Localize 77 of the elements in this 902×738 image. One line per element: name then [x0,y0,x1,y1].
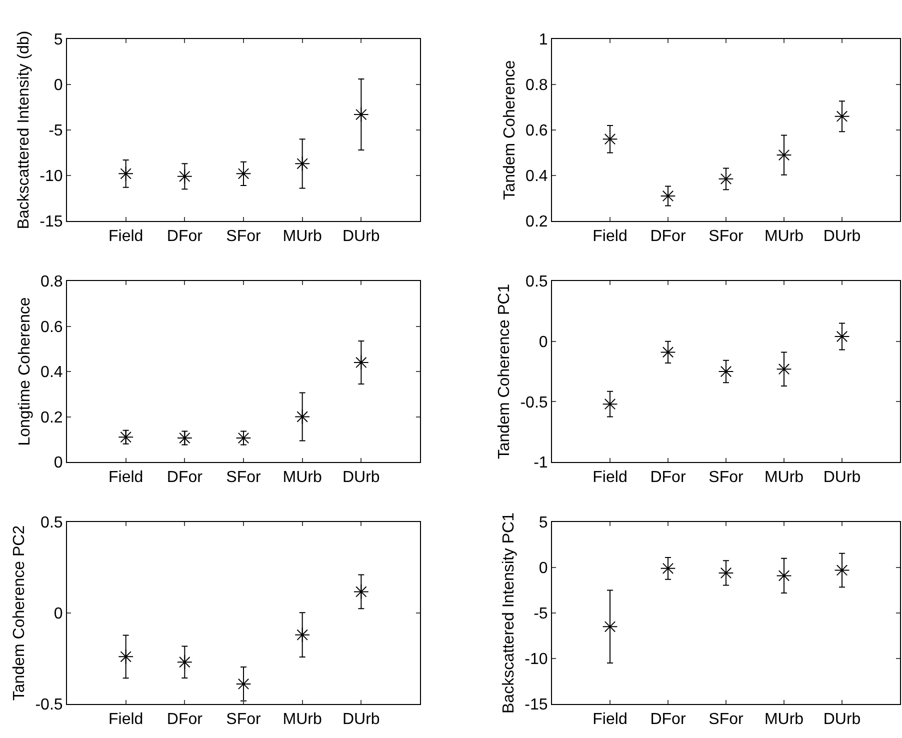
y-tick-label: -15 [524,696,548,714]
point [176,168,192,184]
x-tick-label: Field [108,469,144,486]
point [118,429,134,445]
point [353,354,369,370]
x-tick-label: MUrb [764,228,804,246]
point [118,648,134,664]
x-tick-label: DFor [166,711,204,728]
y-tick-label: 0.4 [40,364,63,382]
y-tick-label: 0 [54,77,63,94]
point [294,409,310,424]
point [294,627,310,643]
x-tick-label: MUrb [282,469,322,486]
y-tick-label: -10 [524,651,548,668]
x-tick-label: SFor [708,711,744,728]
x-tick-label: SFor [226,228,262,246]
y-tick-label: -10 [40,168,63,186]
y-tick-label: 0.6 [526,122,548,140]
y-tick-label: 0 [54,606,63,623]
y-tick-label: -0.5 [35,696,63,714]
x-tick-label: DUrb [823,228,861,246]
x-tick-label: DFor [166,469,204,486]
point [236,430,252,446]
y-tick-label: 1 [538,32,548,49]
point [118,166,134,182]
x-tick-label: SFor [226,469,262,486]
y-axis-title: Tandem Coherence [501,60,518,200]
x-tick-label: SFor [226,711,262,728]
x-tick-label: Field [108,711,144,728]
point [834,562,850,578]
x-tick-label: Field [108,228,144,246]
y-tick-label: -5 [48,122,63,140]
y-tick-label: 5 [538,514,548,532]
x-tick-label: Field [592,711,628,728]
x-tick-label: SFor [708,228,744,246]
y-tick-label: 0.4 [526,168,548,186]
y-tick-label: 0.2 [40,409,63,426]
x-tick-label: MUrb [282,711,322,728]
x-tick-label: MUrb [764,469,804,486]
y-tick-label: 0 [54,454,63,472]
y-tick-label: 0.2 [526,214,548,231]
y-axis-title: Tandem Coherence PC1 [496,284,514,460]
y-axis-title: Backscattered Intensity (db) [16,30,33,230]
x-tick-label: DFor [650,228,686,246]
x-tick-label: DUrb [823,711,861,728]
y-tick-label: -5 [534,606,548,623]
point [176,430,192,446]
point [353,584,369,600]
y-axis-title: Longtime Coherence [16,297,34,446]
x-tick-label: DUrb [342,711,380,728]
x-tick-label: MUrb [764,711,804,728]
x-tick-label: Field [592,228,628,246]
point [176,654,192,670]
y-tick-label: 0 [538,560,548,578]
x-tick-label: DUrb [342,228,380,246]
x-tick-label: DUrb [342,469,380,486]
point [294,156,310,172]
x-tick-label: SFor [708,469,744,486]
y-tick-label: 0 [538,334,548,351]
y-axis-title: Tandem Coherence PC2 [11,525,28,701]
x-tick-label: DUrb [823,469,861,486]
x-tick-label: MUrb [282,228,322,246]
x-tick-label: Field [592,469,628,486]
y-axis-title: Backscattered Intensity PC1 [500,512,518,714]
y-tick-label: -1 [534,454,548,472]
y-tick-label: 0.5 [40,514,63,532]
y-tick-label: 0.8 [526,77,548,94]
y-tick-label: 0.6 [40,318,63,336]
y-tick-label: 0.8 [40,274,63,291]
x-tick-label: DFor [650,711,686,728]
y-tick-label: 5 [54,32,63,49]
y-tick-label: -0.5 [520,394,548,412]
x-tick-label: DFor [166,228,204,246]
point [353,106,369,122]
y-tick-label: 0.5 [526,274,548,291]
x-tick-label: DFor [650,469,686,486]
y-tick-label: -15 [40,214,63,231]
